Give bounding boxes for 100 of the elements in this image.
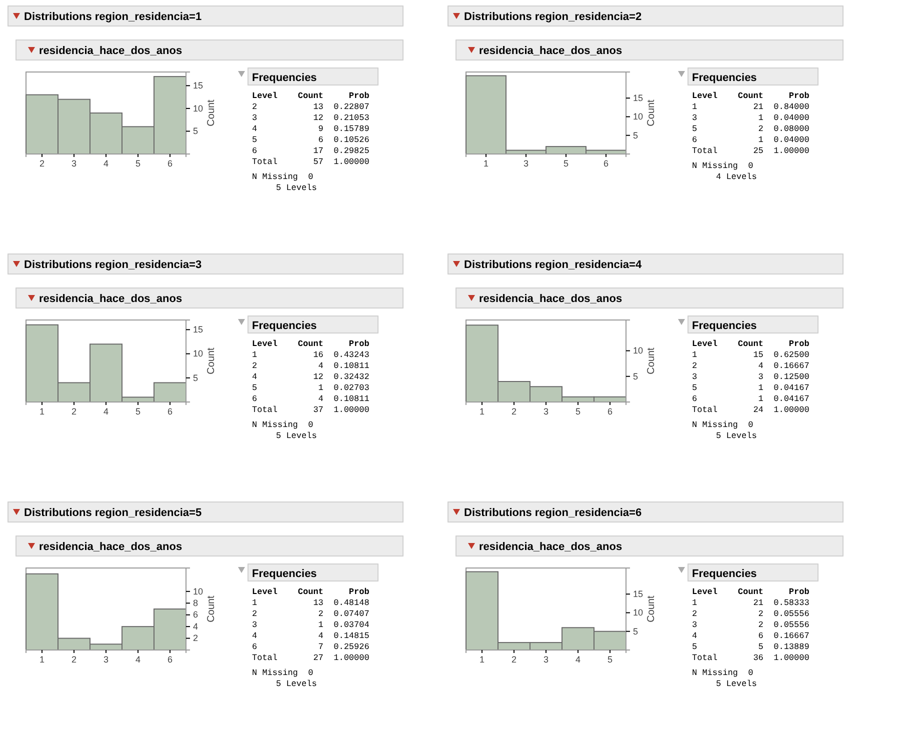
x-tick-label: 4 bbox=[575, 654, 581, 664]
y-tick-label: 10 bbox=[193, 586, 204, 596]
text: 4 6 0.16667 bbox=[692, 631, 810, 641]
x-tick-label: 4 bbox=[135, 654, 141, 664]
text: 2 4 0.16667 bbox=[692, 361, 810, 371]
x-tick-label: 2 bbox=[511, 654, 517, 664]
text: Total 36 1.00000 bbox=[692, 653, 810, 663]
chart-title: Distributions region_residencia=1 bbox=[24, 11, 202, 23]
chart-subtitle: residencia_hace_dos_anos bbox=[479, 541, 622, 553]
x-tick-label: 1 bbox=[483, 158, 489, 168]
text: 6 7 0.25926 bbox=[252, 642, 370, 652]
text: 5 Levels bbox=[276, 431, 317, 441]
x-tick-label: 2 bbox=[39, 158, 45, 168]
x-tick-label: 6 bbox=[167, 406, 173, 416]
x-tick-label: 1 bbox=[479, 406, 485, 416]
x-tick-label: 1 bbox=[479, 654, 485, 664]
chart-subtitle: residencia_hace_dos_anos bbox=[479, 293, 622, 305]
text: Frequencies bbox=[692, 72, 757, 84]
y-tick-label: 5 bbox=[193, 372, 198, 383]
y-axis-title: Count bbox=[206, 99, 217, 126]
y-tick-label: 4 bbox=[193, 621, 198, 632]
text: Total 27 1.00000 bbox=[252, 653, 370, 663]
text: 5 1 0.02703 bbox=[252, 383, 370, 393]
chart-title: Distributions region_residencia=6 bbox=[464, 507, 642, 519]
text: Level Count Prob bbox=[252, 339, 370, 349]
chart-title: Distributions region_residencia=3 bbox=[24, 259, 202, 271]
text: 4 4 0.14815 bbox=[252, 631, 370, 641]
y-axis-title: Count bbox=[646, 595, 657, 622]
chart-subtitle: residencia_hace_dos_anos bbox=[39, 293, 182, 305]
y-tick-label: 5 bbox=[633, 626, 638, 636]
y-tick-label: 5 bbox=[633, 130, 638, 140]
y-tick-label: 10 bbox=[193, 103, 204, 114]
y-tick-label: 6 bbox=[193, 610, 198, 620]
text: 2 4 0.10811 bbox=[252, 361, 370, 371]
text: 3 1 0.03704 bbox=[252, 620, 370, 630]
text: N Missing 0 bbox=[252, 172, 314, 182]
text: 2 13 0.22807 bbox=[252, 102, 370, 112]
text: 4 12 0.32432 bbox=[252, 372, 370, 382]
text: 1 15 0.62500 bbox=[692, 350, 810, 360]
text: N Missing 0 bbox=[252, 420, 314, 430]
x-tick-label: 5 bbox=[135, 406, 141, 416]
text: Level Count Prob bbox=[692, 587, 810, 597]
text: 1 21 0.84000 bbox=[692, 102, 810, 112]
y-tick-label: 10 bbox=[633, 608, 644, 618]
x-tick-label: 2 bbox=[71, 406, 77, 416]
x-tick-label: 1 bbox=[39, 654, 45, 664]
y-tick-label: 15 bbox=[633, 92, 644, 103]
x-tick-label: 3 bbox=[523, 158, 529, 168]
text: Total 57 1.00000 bbox=[252, 157, 370, 167]
y-axis-title: Count bbox=[646, 347, 657, 374]
x-tick-label: 5 bbox=[563, 158, 569, 168]
x-tick-label: 3 bbox=[543, 406, 549, 416]
x-tick-label: 5 bbox=[607, 654, 613, 664]
text: 6 4 0.10811 bbox=[252, 394, 370, 404]
text: N Missing 0 bbox=[692, 161, 754, 171]
text: Frequencies bbox=[692, 320, 757, 332]
text: N Missing 0 bbox=[692, 420, 754, 430]
text: Frequencies bbox=[252, 568, 317, 580]
y-tick-label: 15 bbox=[193, 80, 204, 91]
text: 5 2 0.08000 bbox=[692, 124, 810, 134]
y-axis-title: Count bbox=[206, 347, 217, 374]
x-tick-label: 5 bbox=[575, 406, 581, 416]
x-tick-label: 6 bbox=[167, 654, 173, 664]
text: 3 12 0.21053 bbox=[252, 113, 370, 123]
text: 1 16 0.43243 bbox=[252, 350, 370, 360]
text: 5 1 0.04167 bbox=[692, 383, 810, 393]
y-tick-label: 10 bbox=[193, 348, 204, 359]
y-tick-label: 5 bbox=[193, 126, 198, 136]
y-axis-title: Count bbox=[646, 99, 657, 126]
x-tick-label: 3 bbox=[71, 158, 77, 168]
text: Frequencies bbox=[252, 72, 317, 84]
text: 2 2 0.07407 bbox=[252, 609, 370, 619]
text: 3 2 0.05556 bbox=[692, 620, 810, 630]
x-tick-label: 5 bbox=[135, 158, 141, 168]
x-tick-label: 3 bbox=[543, 654, 549, 664]
y-tick-label: 10 bbox=[633, 346, 644, 356]
text: Level Count Prob bbox=[692, 91, 810, 101]
chart-subtitle: residencia_hace_dos_anos bbox=[39, 541, 182, 553]
text: 2 2 0.05556 bbox=[692, 609, 810, 619]
text: N Missing 0 bbox=[252, 668, 314, 678]
text: 4 Levels bbox=[716, 172, 757, 182]
text: 3 1 0.04000 bbox=[692, 113, 810, 123]
x-tick-label: 4 bbox=[103, 158, 109, 168]
text: 4 9 0.15789 bbox=[252, 124, 370, 134]
chart-subtitle: residencia_hace_dos_anos bbox=[39, 45, 182, 57]
text: 6 17 0.29825 bbox=[252, 146, 370, 156]
y-tick-label: 8 bbox=[193, 598, 198, 608]
text: 5 5 0.13889 bbox=[692, 642, 810, 652]
x-tick-label: 6 bbox=[603, 158, 609, 168]
text: Level Count Prob bbox=[692, 339, 810, 349]
x-tick-label: 1 bbox=[39, 406, 45, 416]
text: Level Count Prob bbox=[252, 91, 370, 101]
y-tick-label: 15 bbox=[193, 324, 204, 335]
x-tick-label: 2 bbox=[71, 654, 77, 664]
text: Total 25 1.00000 bbox=[692, 146, 810, 156]
text: 1 13 0.48148 bbox=[252, 598, 370, 608]
text: N Missing 0 bbox=[692, 668, 754, 678]
text: Frequencies bbox=[252, 320, 317, 332]
chart-title: Distributions region_residencia=4 bbox=[464, 259, 642, 271]
x-tick-label: 3 bbox=[103, 654, 109, 664]
